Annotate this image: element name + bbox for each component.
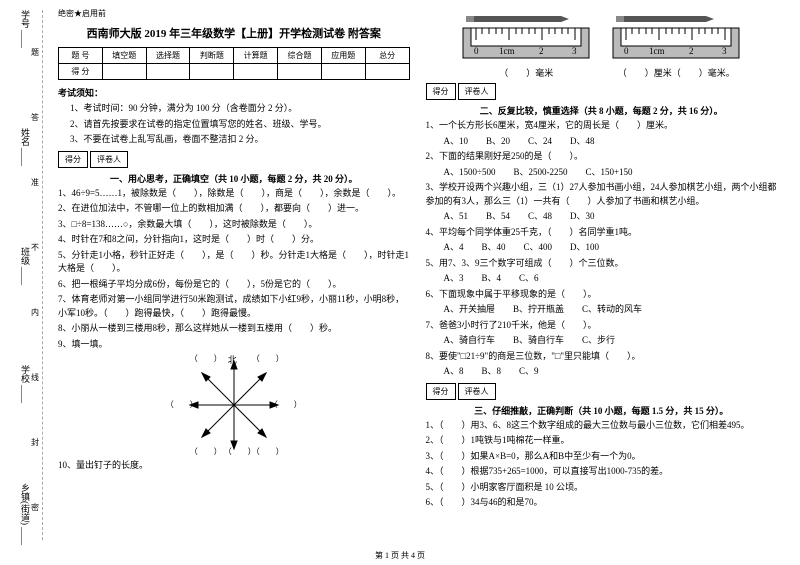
left-column: 绝密★启用前 西南师大版 2019 年三年级数学【上册】开学检测试卷 附答案 题… [50, 8, 418, 540]
fold-line [42, 10, 43, 540]
r1-m3: 3 [572, 46, 577, 56]
s2q3: 3、学校开设两个兴趣小组，三（1）27人参加书画小组，24人参加棋艺小组，两个小… [426, 181, 778, 208]
compass-ne: （ ） [252, 353, 284, 364]
score-table: 题 号 填空题 选择题 判断题 计算题 综合题 应用题 总分 得 分 [58, 47, 410, 80]
compass-diagram: 北 （ ） （ ） （ ） （ ） （ ） （ ） （ ） [184, 355, 284, 455]
th-2: 选择题 [146, 48, 190, 64]
s1q7: 7、体育老师对第一小组同学进行50米跑测试，成绩如下小红9秒，小丽11秒，小明8… [58, 293, 410, 320]
s2q2: 2、下面的结果刚好是250的是（ ）。 [426, 150, 778, 164]
s3i5: 5、（ ）小明家客厅面积是 10 公顷。 [426, 481, 778, 495]
td-score: 得 分 [59, 64, 103, 80]
s1q2: 2、在进位加法中，不管哪一位上的数相加满（ ），都要向（ ）进一。 [58, 202, 410, 216]
s3i6: 6、（ ）34与46的和是70。 [426, 496, 778, 510]
s3i1: 1、（ ）用3、6、8这三个数字组成的最大三位数与最小三位数，它们相差495。 [426, 419, 778, 433]
s2q4o: A、4 B、40 C、400 D、100 [426, 241, 778, 255]
exam-title: 西南师大版 2019 年三年级数学【上册】开学检测试卷 附答案 [58, 25, 410, 41]
s1q5: 5、分针走1小格，秒针正好走（ ），是（ ）秒。分针走1大格是（ ），时针走1大… [58, 249, 410, 276]
secret-mark: 绝密★启用前 [58, 8, 410, 19]
ruler-2: 0 1cm 2 3 （ ）厘米（ ）毫米。 [611, 12, 741, 79]
svg-text:1cm: 1cm [649, 46, 665, 56]
svg-text:2: 2 [689, 46, 694, 56]
s1q3: 3、□÷8=138……○，余数最大填（ ），这时被除数是（ ）。 [58, 218, 410, 232]
grader-label: 评卷人 [458, 83, 496, 100]
compass-sw: （ ） [190, 446, 222, 457]
right-column: 0 1cm 2 3 （ ）毫米 0 1cm 2 3 （ ）厘米（ ）毫米。 得分 评卷人 二… [418, 8, 786, 540]
page-footer: 第 1 页 共 4 页 [0, 550, 800, 561]
notice-3: 3、不要在试卷上乱写乱画，卷面不整洁扣 2 分。 [58, 133, 410, 147]
s2q3o: A、51 B、54 C、48 D、30 [426, 210, 778, 224]
compass-se: （ ） [252, 446, 284, 457]
ruler2-answer: （ ）厘米（ ）毫米。 [611, 66, 741, 79]
score-label: 得分 [58, 151, 88, 168]
s1q1: 1、46÷9=5……1，被除数是（ ），除数是（ ），商是（ ），余数是（ ）。 [58, 187, 410, 201]
blank-cell[interactable] [321, 64, 365, 80]
blank-cell[interactable] [365, 64, 409, 80]
s2q6o: A、开关抽屉 B、拧开瓶盖 C、转动的风车 [426, 303, 778, 317]
th-3: 判断题 [190, 48, 234, 64]
blank-cell[interactable] [146, 64, 190, 80]
s2q7: 7、爸爸3小时行了210千米，他是（ ）。 [426, 319, 778, 333]
s1q9: 9、填一填。 [58, 338, 410, 352]
r1-m2: 2 [539, 46, 544, 56]
r1-m1: 1cm [499, 46, 515, 56]
th-1: 填空题 [102, 48, 146, 64]
blank-cell[interactable] [234, 64, 278, 80]
blank-cell[interactable] [278, 64, 322, 80]
ruler-1: 0 1cm 2 3 （ ）毫米 [461, 12, 591, 79]
th-5: 综合题 [278, 48, 322, 64]
th-4: 计算题 [234, 48, 278, 64]
s3i2: 2、（ ）1吨铁与1吨棉花一样重。 [426, 434, 778, 448]
compass-w: （ ） [166, 399, 198, 410]
notice-title: 考试须知： [58, 86, 410, 99]
blank-cell[interactable] [102, 64, 146, 80]
grader-label: 评卷人 [90, 151, 128, 168]
seal-line-marks: 题 答 准 不 内 线 封 密 [30, 20, 40, 540]
s1q10: 10、量出钉子的长度。 [58, 459, 410, 473]
section3-title: 三、仔细推敲，正确判断（共 10 小题，每题 1.5 分，共 15 分）。 [426, 404, 778, 417]
section3-scorebox: 得分 评卷人 [426, 383, 778, 400]
s1q6: 6、把一根绳子平均分成6份，每份是它的（ ），5份是它的（ ）。 [58, 278, 410, 292]
grader-label: 评卷人 [458, 383, 496, 400]
score-label: 得分 [426, 383, 456, 400]
section1-title: 一、用心思考，正确填空（共 10 小题，每题 2 分，共 20 分）。 [58, 172, 410, 185]
compass-north: 北 [228, 353, 237, 366]
page: 绝密★启用前 西南师大版 2019 年三年级数学【上册】开学检测试卷 附答案 题… [0, 0, 800, 540]
s1q4: 4、时针在7和8之间，分针指向1，这时是（ ）时（ ）分。 [58, 233, 410, 247]
notice-2: 2、请首先按要求在试卷的指定位置填写您的姓名、班级、学号。 [58, 118, 410, 132]
s2q5: 5、用7、3、9三个数字可组成（ ）个三位数。 [426, 257, 778, 271]
s2q4: 4、平均每个同学体重25千克，（ ）名同学重1吨。 [426, 226, 778, 240]
ruler-row: 0 1cm 2 3 （ ）毫米 0 1cm 2 3 （ ）厘米（ ）毫米。 [426, 12, 778, 79]
s2q8: 8、要使"□21÷9"的商是三位数，"□"里只能填（ ）。 [426, 350, 778, 364]
section2-title: 二、反复比较，慎重选择（共 8 小题，每题 2 分，共 16 分）。 [426, 104, 778, 117]
section1-scorebox: 得分 评卷人 [58, 151, 410, 168]
svg-text:0: 0 [624, 46, 629, 56]
s1q8: 8、小丽从一楼到三楼用8秒，那么这样她从一楼到五楼用（ ）秒。 [58, 322, 410, 336]
r1-m0: 0 [474, 46, 479, 56]
section2-scorebox: 得分 评卷人 [426, 83, 778, 100]
s3i4: 4、（ ）根据735+265=1000，可以直接写出1000-735的差。 [426, 465, 778, 479]
th-6: 应用题 [321, 48, 365, 64]
s2q6: 6、下面现象中属于平移现象的是（ ）。 [426, 288, 778, 302]
th-0: 题 号 [59, 48, 103, 64]
s2q1: 1、一个长方形长6厘米，宽4厘米，它的周长是（ ）厘米。 [426, 119, 778, 133]
s2q2o: A、1500÷500 B、2500-2250 C、150+150 [426, 166, 778, 180]
score-label: 得分 [426, 83, 456, 100]
notice-1: 1、考试时间：90 分钟，满分为 100 分（含卷面分 2 分）。 [58, 102, 410, 116]
ruler1-answer: （ ）毫米 [461, 66, 591, 79]
s2q8o: A、8 B、8 C、9 [426, 365, 778, 379]
compass-nw: （ ） [190, 353, 222, 364]
s3i3: 3、（ ）如果A×B=0，那么A和B中至少有一个为0。 [426, 450, 778, 464]
s2q7o: A、骑自行车 B、骑自行车 C、步行 [426, 334, 778, 348]
s2q5o: A、3 B、4 C、6 [426, 272, 778, 286]
th-7: 总分 [365, 48, 409, 64]
compass-e: （ ） [270, 399, 302, 410]
blank-cell[interactable] [190, 64, 234, 80]
svg-text:3: 3 [722, 46, 727, 56]
s2q1o: A、10 B、20 C、24 D、48 [426, 135, 778, 149]
